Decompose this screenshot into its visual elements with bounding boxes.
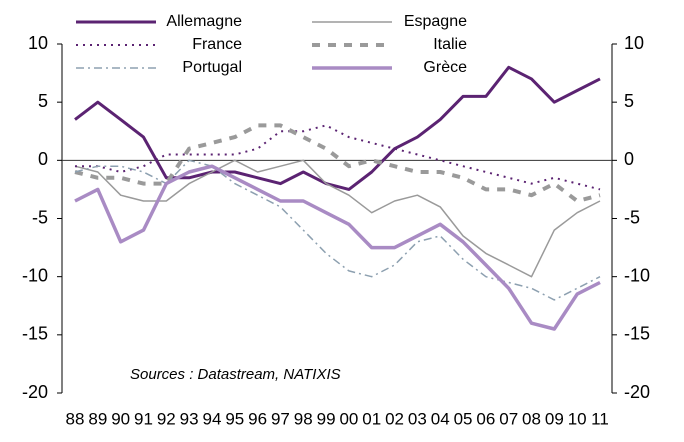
series-line [75, 124, 601, 191]
legend-label: Allemagne [166, 13, 242, 30]
y2-tick-label: -10 [624, 265, 650, 285]
y-tick-label: -15 [22, 324, 48, 344]
y-tick-label: 10 [28, 33, 48, 53]
x-tick-label: 03 [408, 409, 427, 428]
y-tick-label: -10 [22, 265, 48, 285]
legend-label: France [192, 36, 242, 53]
x-tick-label: 89 [88, 409, 107, 428]
x-tick-label: 90 [111, 409, 130, 428]
x-tick-label: 96 [248, 409, 267, 428]
x-tick-label: 00 [339, 409, 358, 428]
legend-label: Portugal [182, 59, 242, 76]
y2-tick-label: 5 [624, 91, 634, 111]
y-tick-label: -20 [22, 382, 48, 402]
x-tick-label: 10 [568, 409, 587, 428]
legend-label: Italie [433, 36, 467, 53]
series-line [74, 159, 601, 278]
y-tick-label: -5 [32, 207, 48, 227]
series-line [74, 65, 601, 191]
x-tick-label: 99 [317, 409, 336, 428]
x-tick-label: 05 [454, 409, 473, 428]
x-tick-label: 09 [545, 409, 564, 428]
x-tick-label: 93 [180, 409, 199, 428]
y2-tick-label: -20 [624, 382, 650, 402]
x-tick-label: 04 [431, 409, 450, 428]
x-tick-label: 01 [362, 409, 381, 428]
y2-tick-label: 0 [624, 149, 634, 169]
source-note: Sources : Datastream, NATIXIS [130, 366, 341, 383]
x-tick-label: 94 [202, 409, 221, 428]
x-tick-label: 91 [134, 409, 153, 428]
x-tick-label: 02 [385, 409, 404, 428]
x-tick-label: 08 [522, 409, 541, 428]
series-line [74, 164, 601, 331]
x-tick-label: 07 [499, 409, 518, 428]
x-tick-label: 97 [271, 409, 290, 428]
x-tick-label: 11 [591, 409, 609, 428]
y2-tick-label: -5 [624, 207, 640, 227]
x-tick-label: 95 [225, 409, 244, 428]
x-tick-label: 92 [157, 409, 176, 428]
y-tick-label: 5 [38, 91, 48, 111]
y-tick-label: 0 [38, 149, 48, 169]
legend-label: Grèce [423, 59, 467, 76]
y2-tick-label: 10 [624, 33, 644, 53]
y2-tick-label: -15 [624, 324, 650, 344]
x-tick-label: 98 [294, 409, 313, 428]
x-tick-label: 88 [66, 409, 85, 428]
legend-label: Espagne [404, 13, 467, 30]
x-tick-label: 06 [476, 409, 495, 428]
series-line [74, 123, 601, 203]
series-line [74, 159, 601, 301]
